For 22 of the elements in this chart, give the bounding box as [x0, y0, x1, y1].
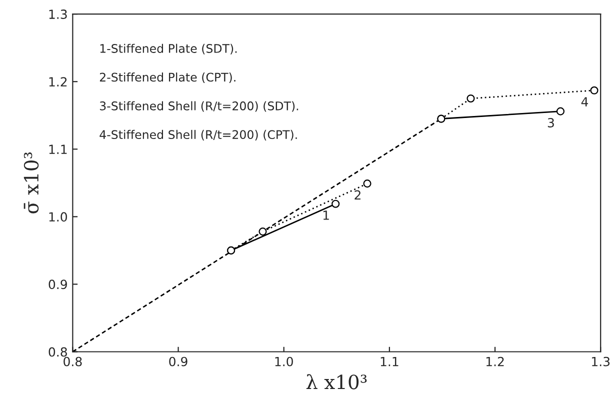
annotation: 1-Stiffened Plate (SDT).: [100, 44, 237, 54]
y-tick-label: 1.2: [49, 77, 67, 86]
y-tick-label: 1.1: [49, 144, 67, 154]
x-tick-label: 1.0: [275, 356, 293, 366]
x-axis-title: λ x10³: [306, 374, 367, 390]
x-tick-label: 0.8: [64, 356, 82, 366]
annotation: 1: [323, 210, 329, 220]
annotation: 4-Stiffened Shell (R/t=200) (CPT).: [100, 130, 297, 140]
y-tick-label: 0.9: [48, 280, 67, 290]
y-axis-title: σ̄ x10³: [24, 152, 39, 214]
x-tick-label: 0.9: [169, 356, 188, 366]
y-tick-label: 0.8: [48, 347, 67, 357]
annotation: 2-Stiffened Plate (CPT).: [100, 72, 236, 84]
x-tick-label: 1.1: [380, 356, 398, 366]
annotation: 3-Stiffened Shell (R/t=200) (SDT).: [100, 101, 298, 112]
annotation: 3: [548, 118, 554, 128]
y-tick-label: 1.3: [49, 10, 67, 19]
annotation: 4: [581, 97, 588, 106]
y-tick-label: 1.0: [49, 212, 67, 222]
annotation: 2: [354, 190, 360, 200]
x-tick-label: 1.2: [486, 356, 504, 366]
x-tick-label: 1.3: [592, 356, 610, 366]
